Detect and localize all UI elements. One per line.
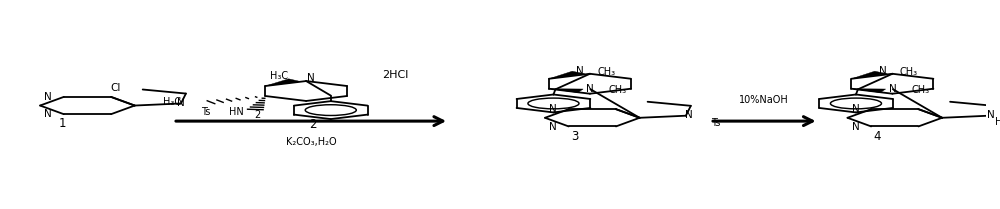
Text: Ts: Ts <box>711 118 720 128</box>
Text: N: N <box>44 92 52 102</box>
Text: N: N <box>44 109 52 119</box>
Text: 2: 2 <box>309 118 317 131</box>
Text: 2HCl: 2HCl <box>382 70 408 80</box>
Polygon shape <box>265 79 301 86</box>
Text: N: N <box>177 98 185 108</box>
Text: N: N <box>586 84 594 94</box>
Text: 3: 3 <box>571 130 578 143</box>
Text: N: N <box>549 122 557 132</box>
Text: K₂CO₃,H₂O: K₂CO₃,H₂O <box>286 137 336 147</box>
Text: CH₃: CH₃ <box>900 67 918 77</box>
Text: N: N <box>889 84 897 94</box>
Polygon shape <box>549 89 583 93</box>
Text: H: H <box>995 117 1000 127</box>
Text: N: N <box>307 73 315 83</box>
Text: CH₃: CH₃ <box>609 85 627 95</box>
Text: H₃C: H₃C <box>270 71 288 81</box>
Text: N: N <box>879 66 886 76</box>
Polygon shape <box>851 71 887 79</box>
Text: N: N <box>576 66 584 76</box>
Text: N: N <box>852 104 859 114</box>
Text: N: N <box>852 122 859 132</box>
Text: CH₃: CH₃ <box>597 67 615 77</box>
Polygon shape <box>851 89 886 93</box>
Text: 2: 2 <box>254 110 260 120</box>
Text: HN: HN <box>229 107 244 117</box>
Text: N: N <box>549 104 557 114</box>
Text: N: N <box>987 110 995 120</box>
Text: Cl: Cl <box>111 83 121 93</box>
Polygon shape <box>549 71 585 79</box>
Text: Ts: Ts <box>201 107 210 117</box>
Text: CH₃: CH₃ <box>911 85 929 95</box>
Text: 10%NaOH: 10%NaOH <box>739 95 789 105</box>
Text: N: N <box>685 110 693 120</box>
Text: 4: 4 <box>873 130 881 143</box>
Text: H₃C: H₃C <box>163 97 181 107</box>
Text: 1: 1 <box>59 117 67 130</box>
